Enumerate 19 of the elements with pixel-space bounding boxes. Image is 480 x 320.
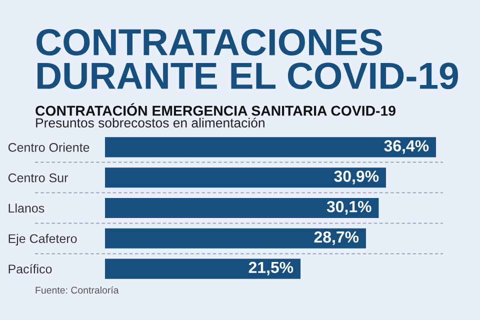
bar <box>105 228 366 248</box>
source-note: Fuente: Contraloría <box>36 286 119 294</box>
bar <box>105 258 301 279</box>
y-tick-label: Llanos <box>8 203 44 213</box>
bar <box>105 168 386 188</box>
y-tick-label: Pacífico <box>8 264 52 274</box>
y-tick-label: Centro Oriente <box>8 142 90 152</box>
text: Presuntos sobrecostos en alimentación <box>36 118 264 128</box>
data-label: 30,9% <box>334 170 379 184</box>
bar <box>105 198 379 218</box>
data-label: 36,4% <box>384 140 429 154</box>
data-label: 30,1% <box>326 200 372 215</box>
chart-title: CONTRATACIONES DURANTE EL COVID-19 <box>36 28 458 90</box>
chart-subtitle: CONTRATACIÓN EMERGENCIA SANITARIA COVID-19 <box>36 103 396 116</box>
data-label: 21,5% <box>248 262 294 276</box>
data-label: 28,7% <box>314 231 359 246</box>
y-tick-label: Centro Sur <box>8 173 68 182</box>
bar <box>105 137 436 158</box>
y-tick-label: Eje Cafetero <box>8 234 77 246</box>
